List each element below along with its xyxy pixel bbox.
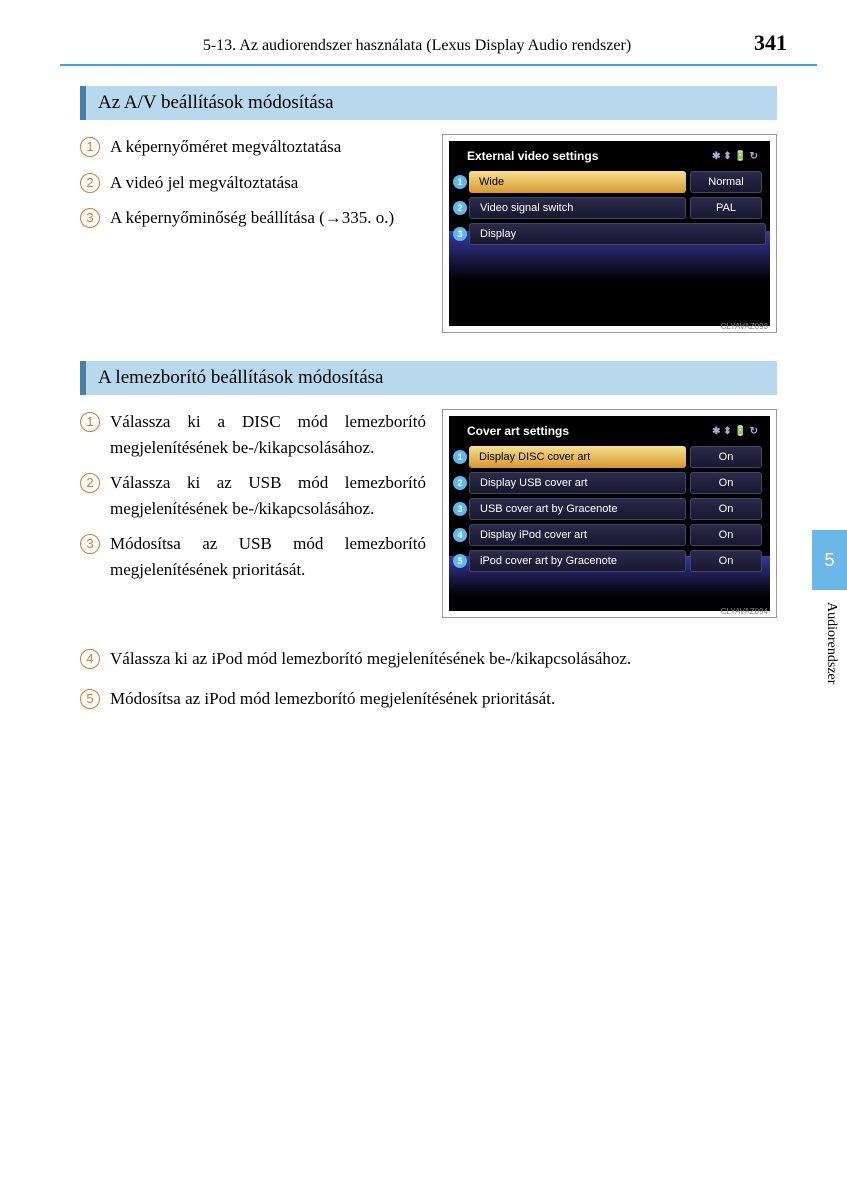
screen-row: 3Display <box>449 221 770 247</box>
screen-title: Cover art settings <box>467 424 569 438</box>
item-number-3: 3 <box>80 208 100 228</box>
page-number: 341 <box>754 30 787 56</box>
row-marker: 5 <box>453 554 467 568</box>
screenshot-coverart-settings: Cover art settings ✱ ⬍ 🔋 ↻ 1Display DISC… <box>442 409 777 618</box>
screenshot-av-settings: External video settings ✱ ⬍ 🔋 ↻ 1WideNor… <box>442 134 777 333</box>
item-number-1: 1 <box>80 412 100 432</box>
status-icons: ✱ ⬍ 🔋 ↻ <box>712 151 758 162</box>
row-value-button[interactable]: On <box>690 446 762 468</box>
tab-chapter-label: Audiorendszer <box>812 590 847 684</box>
row-marker: 1 <box>453 175 467 189</box>
row-value-button[interactable]: Normal <box>690 171 762 193</box>
row-label-button[interactable]: Wide <box>469 171 686 193</box>
item-text: A videó jel megváltoztatása <box>110 170 426 196</box>
screen-row: 2Display USB cover artOn <box>449 470 770 496</box>
row-marker: 1 <box>453 450 467 464</box>
chapter-title: 5-13. Az audiorendszer használata (Lexus… <box>80 37 754 55</box>
row-label-button[interactable]: Video signal switch <box>469 197 686 219</box>
row-marker: 3 <box>453 227 467 241</box>
screen-row: 2Video signal switchPAL <box>449 195 770 221</box>
row-label-button[interactable]: Display DISC cover art <box>469 446 686 468</box>
item-number-2: 2 <box>80 173 100 193</box>
list-item: 3 A képernyőminőség beállítása (→335. o.… <box>80 205 426 231</box>
row-label-button[interactable]: Display iPod cover art <box>469 524 686 546</box>
section-title-av: Az A/V beállítások módosítása <box>80 86 777 120</box>
row-label-button[interactable]: USB cover art by Gracenote <box>469 498 686 520</box>
screen-row: 1Display DISC cover artOn <box>449 444 770 470</box>
item-text: Válassza ki az iPod mód lemezborító megj… <box>110 646 777 672</box>
item-number-1: 1 <box>80 137 100 157</box>
row-value-button[interactable]: On <box>690 498 762 520</box>
list-item: 5 Módosítsa az iPod mód lemezborító megj… <box>80 686 777 712</box>
row-marker: 2 <box>453 201 467 215</box>
row-marker: 3 <box>453 502 467 516</box>
list-item: 2 Válassza ki az USB mód lemezborító meg… <box>80 470 426 521</box>
item-text: A képernyőméret megváltoztatása <box>110 134 426 160</box>
list-item: 1 A képernyőméret megváltoztatása <box>80 134 426 160</box>
item-text: A képernyőminőség beállítása (→335. o.) <box>110 205 426 231</box>
list-item: 1 Válassza ki a DISC mód lemezborító meg… <box>80 409 426 460</box>
list-item: 2 A videó jel megváltoztatása <box>80 170 426 196</box>
row-label-button[interactable]: Display USB cover art <box>469 472 686 494</box>
section-title-coverart: A lemezborító beállítások módosítása <box>80 361 777 395</box>
side-tab: 5 Audiorendszer <box>812 530 847 684</box>
item-number-3: 3 <box>80 534 100 554</box>
row-marker: 2 <box>453 476 467 490</box>
row-label-button[interactable]: Display <box>469 223 766 245</box>
status-icons: ✱ ⬍ 🔋 ↻ <box>712 426 758 437</box>
screen-row: 4Display iPod cover artOn <box>449 522 770 548</box>
image-code: CLYAVAZ094 <box>721 607 768 616</box>
item-number-2: 2 <box>80 473 100 493</box>
item-number-4: 4 <box>80 649 100 669</box>
screen-title: External video settings <box>467 149 598 163</box>
item-number-5: 5 <box>80 689 100 709</box>
item-text: Módosítsa az iPod mód lemezborító megjel… <box>110 686 777 712</box>
item-text: Válassza ki az USB mód lemezborító megje… <box>110 470 426 521</box>
tab-chapter-number: 5 <box>812 530 847 590</box>
screen-row: 5iPod cover art by GracenoteOn <box>449 548 770 574</box>
item-text: Módosítsa az USB mód lemezborító megjele… <box>110 531 426 582</box>
screen-row: 1WideNormal <box>449 169 770 195</box>
row-value-button[interactable]: On <box>690 472 762 494</box>
row-value-button[interactable]: On <box>690 524 762 546</box>
image-code: CLYAVAZ093 <box>721 322 768 331</box>
row-marker: 4 <box>453 528 467 542</box>
list-item: 3 Módosítsa az USB mód lemezborító megje… <box>80 531 426 582</box>
row-value-button[interactable]: PAL <box>690 197 762 219</box>
row-label-button[interactable]: iPod cover art by Gracenote <box>469 550 686 572</box>
item-text: Válassza ki a DISC mód lemezborító megje… <box>110 409 426 460</box>
list-item: 4 Válassza ki az iPod mód lemezborító me… <box>80 646 777 672</box>
screen-row: 3USB cover art by GracenoteOn <box>449 496 770 522</box>
row-value-button[interactable]: On <box>690 550 762 572</box>
